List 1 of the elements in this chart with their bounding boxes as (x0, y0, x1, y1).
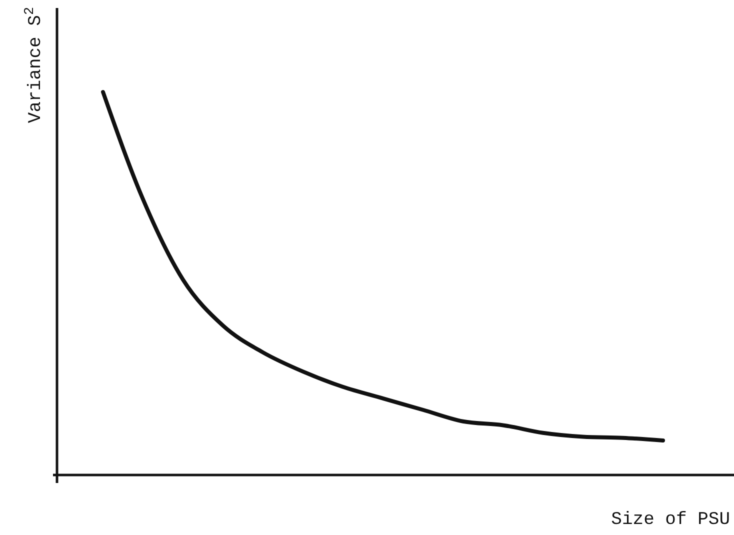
x-axis-title: Size of PSU (611, 510, 730, 530)
